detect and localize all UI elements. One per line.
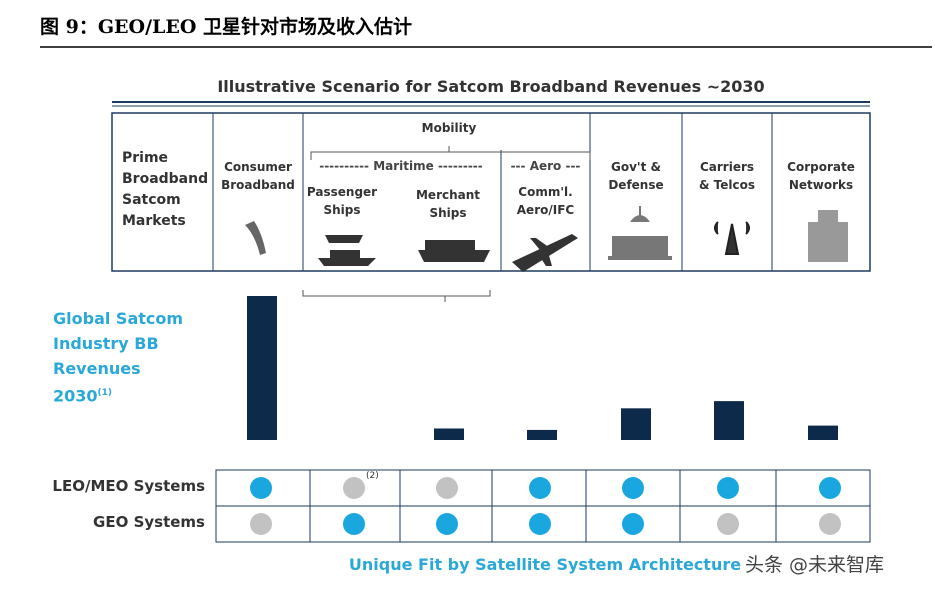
bar [434,428,464,440]
fit-row-label: GEO Systems [93,513,205,531]
fit-dot [436,513,458,535]
fit-dot [622,477,644,499]
maritime-bracket [302,290,491,302]
fit-note: (2) [366,471,379,481]
aero: --- Aero --- [510,159,581,173]
watermark: 头条 @未来智库 [745,554,885,576]
column-label: Passenger Ships [306,185,378,217]
subtitle: Illustrative Scenario for Satcom Broadba… [217,77,765,96]
bar [621,408,651,440]
header-box [111,112,871,272]
title: 图 9：GEO/LEO 卫星针对市场及收入估计 [40,16,413,38]
fit-dot [250,477,272,499]
fit-dot [436,477,458,499]
column-label: Comm'l. Aero/IFC [516,185,575,217]
fit-dot [717,477,739,499]
mobility-bracket [310,146,591,160]
column-label: Carriers & Telcos [699,160,755,192]
revenue-note: (1) [97,388,113,398]
revenue-label: Global Satcom Industry BB Revenues 2030(… [53,306,183,408]
bar [808,425,838,440]
fit-row-label: LEO/MEO Systems [52,477,205,495]
revenue-label-text: Global Satcom Industry BB Revenues 2030 [53,309,184,406]
fit-dot [343,477,365,499]
column-label: Corporate Networks [787,160,855,192]
maritime: ---------- Maritime --------- [319,159,483,173]
mobility: Mobility [421,121,477,135]
footer: Unique Fit by Satellite System Architect… [348,555,742,574]
row-label: Prime Broadband Satcom Markets [122,150,209,229]
bar [527,429,557,440]
fit-dot [819,513,841,535]
column-label: Merchant Ships [415,188,481,220]
column-label: Gov't & Defense [608,160,664,192]
fit-dot [717,513,739,535]
fit-dot [529,513,551,535]
fit-dot [529,477,551,499]
fit-dot [819,477,841,499]
bar [247,296,277,440]
dividers [212,113,773,271]
fit-dot [622,513,644,535]
fit-dot [250,513,272,535]
icons [245,206,848,272]
column-label: Consumer Broadband [221,160,295,192]
fit-column-lines [309,470,777,542]
fit-dot [343,513,365,535]
bar [714,401,744,440]
